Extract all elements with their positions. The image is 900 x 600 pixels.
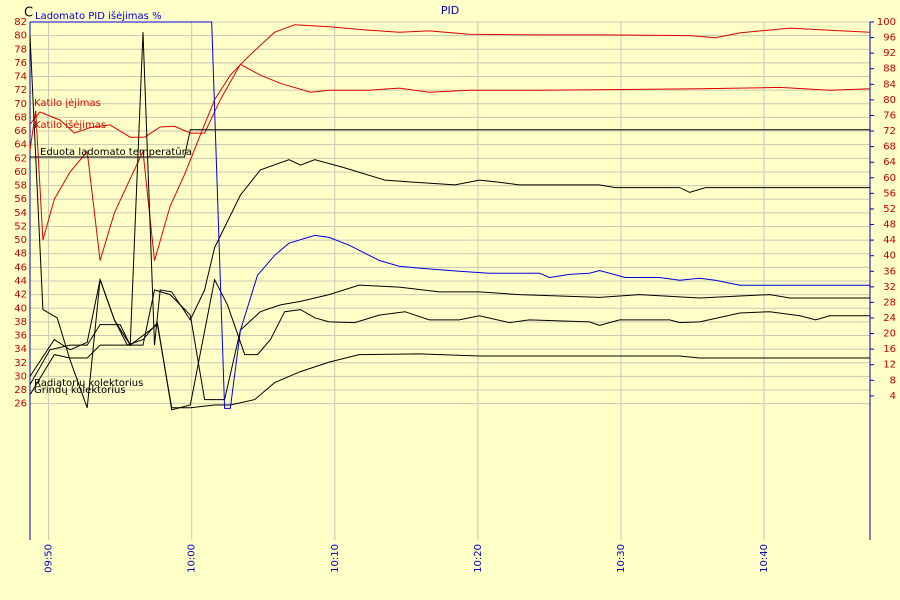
y-tick-label: 54 bbox=[14, 208, 27, 219]
y2-tick-label: 84 bbox=[883, 79, 896, 90]
y-tick-label: 68 bbox=[14, 112, 27, 123]
y2-tick-label: 68 bbox=[883, 142, 896, 153]
y2-tick-label: 4 bbox=[890, 391, 896, 402]
series-line bbox=[29, 24, 871, 261]
y-tick-label: 44 bbox=[14, 276, 27, 287]
series-label: Eduota ladomato temperatūra bbox=[40, 147, 192, 158]
y-tick-label: 42 bbox=[14, 290, 27, 301]
series-label: Katilo išėjimas bbox=[34, 119, 106, 131]
x-tick-label: 09:50 bbox=[44, 544, 55, 573]
y-tick-label: 36 bbox=[14, 331, 27, 342]
y-tick-label: 74 bbox=[14, 72, 27, 83]
y-tick-label: 50 bbox=[14, 235, 27, 246]
y2-tick-label: 44 bbox=[883, 235, 896, 246]
y-tick-label: 60 bbox=[14, 167, 27, 178]
y2-tick-label: 56 bbox=[883, 188, 896, 199]
y-tick-label: 70 bbox=[14, 99, 27, 110]
y2-tick-label: 20 bbox=[883, 329, 896, 340]
y2-tick-label: 28 bbox=[883, 297, 896, 308]
series-line bbox=[30, 129, 870, 158]
y-tick-label: 26 bbox=[14, 399, 27, 410]
y2-tick-label: 36 bbox=[883, 266, 896, 277]
y-tick-label: 34 bbox=[14, 344, 27, 355]
x-tick-label: 10:00 bbox=[187, 544, 198, 573]
series-label: Radiatorių kolektorius bbox=[34, 378, 143, 389]
y-tick-label: 66 bbox=[14, 126, 27, 137]
y2-tick-label: 52 bbox=[883, 204, 896, 215]
x-tick-label: 10:40 bbox=[759, 544, 770, 573]
y-tick-label: 30 bbox=[14, 371, 27, 382]
x-tick-label: 10:20 bbox=[473, 544, 484, 573]
y-tick-label: 72 bbox=[14, 85, 27, 96]
chart-title: PID bbox=[441, 4, 459, 17]
y2-tick-label: 80 bbox=[883, 95, 896, 106]
y-tick-label: 32 bbox=[14, 358, 27, 369]
y-tick-label: 52 bbox=[14, 221, 27, 232]
y2-tick-label: 8 bbox=[890, 375, 896, 386]
y-axis-label: C bbox=[24, 6, 33, 21]
series-line bbox=[29, 277, 870, 411]
y2-tick-label: 88 bbox=[883, 64, 896, 75]
y2-tick-label: 76 bbox=[883, 110, 896, 121]
y-tick-label: 64 bbox=[14, 140, 27, 151]
y-tick-label: 28 bbox=[14, 385, 27, 396]
y2-tick-label: 32 bbox=[883, 282, 896, 293]
y2-tick-label: 92 bbox=[883, 48, 896, 59]
y2-tick-label: 100 bbox=[877, 17, 896, 28]
series-line bbox=[30, 21, 870, 409]
y2-tick-label: 72 bbox=[883, 126, 896, 137]
y-tick-label: 38 bbox=[14, 317, 27, 328]
y2-tick-label: 48 bbox=[883, 220, 896, 231]
series-label: Grindų kolektorius bbox=[34, 385, 126, 396]
y-tick-label: 78 bbox=[14, 44, 27, 55]
y-tick-label: 82 bbox=[14, 17, 27, 28]
y-tick-label: 58 bbox=[14, 181, 27, 192]
y-tick-label: 76 bbox=[14, 58, 27, 69]
y-tick-label: 40 bbox=[14, 303, 27, 314]
y2-tick-label: 24 bbox=[883, 313, 896, 324]
y2-tick-label: 16 bbox=[883, 344, 896, 355]
y2-tick-label: 12 bbox=[883, 360, 896, 371]
y2-tick-label: 40 bbox=[883, 251, 896, 262]
y-tick-label: 48 bbox=[14, 249, 27, 260]
series-label: Katilo įėjimas bbox=[34, 98, 101, 109]
y2-tick-label: 64 bbox=[883, 157, 896, 168]
y-tick-label: 46 bbox=[14, 262, 27, 273]
series-line bbox=[29, 63, 871, 138]
x-tick-label: 10:30 bbox=[616, 544, 627, 573]
y-tick-label: 56 bbox=[14, 194, 27, 205]
y2-tick-label: 60 bbox=[883, 173, 896, 184]
y-tick-label: 62 bbox=[14, 153, 27, 164]
y2-tick-label: 96 bbox=[883, 33, 896, 44]
series-label: Ladomato PID išėjimas % bbox=[35, 10, 162, 22]
x-tick-label: 10:10 bbox=[330, 544, 341, 573]
y-tick-label: 80 bbox=[14, 31, 27, 42]
